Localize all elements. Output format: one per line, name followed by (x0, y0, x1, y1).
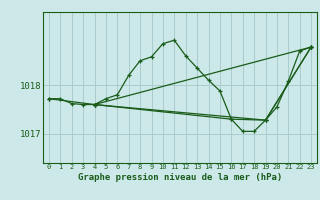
X-axis label: Graphe pression niveau de la mer (hPa): Graphe pression niveau de la mer (hPa) (78, 173, 282, 182)
